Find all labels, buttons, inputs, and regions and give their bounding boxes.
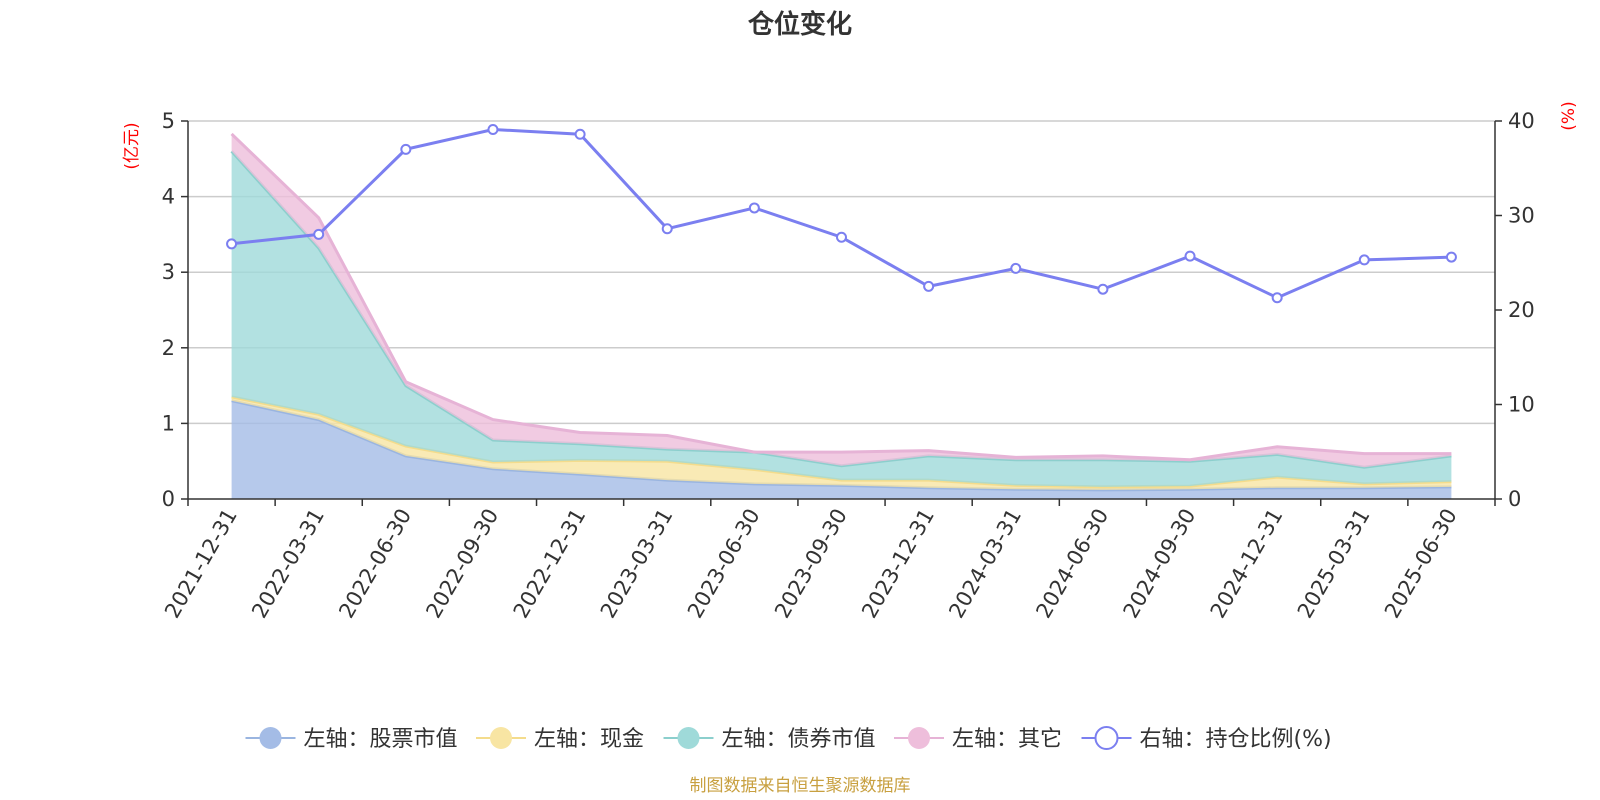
ratio-point — [487, 124, 499, 136]
legend-label: 左轴：其它 — [952, 727, 1062, 752]
ratio-point — [1358, 254, 1370, 266]
ratio-point — [1445, 251, 1457, 263]
source-note: 制图数据来自恒生聚源数据库 — [690, 776, 911, 796]
legend-item[interactable]: 左轴：股票市值 — [245, 727, 458, 752]
legend-marker — [677, 727, 700, 749]
area-series — [231, 400, 1452, 499]
legend-marker — [1094, 726, 1119, 750]
legend-marker — [908, 727, 930, 749]
left-tick-label: 5 — [162, 109, 175, 133]
x-tick-label: 2022-03-31 — [247, 505, 329, 623]
ratio-point — [1097, 283, 1109, 295]
ratio-point — [1271, 292, 1283, 304]
left-tick-label: 1 — [162, 411, 175, 435]
ratio-line-series — [226, 124, 1457, 304]
x-tick-label: 2023-09-30 — [770, 505, 852, 623]
area-series — [231, 396, 1452, 490]
x-tick-label: 2025-06-30 — [1380, 505, 1462, 623]
right-tick-label: 20 — [1508, 298, 1535, 322]
x-axis-ticks: 2021-12-31 2022-03-31 2022-06-30 2022-09-30… — [160, 499, 1496, 623]
stacked-areas — [230, 132, 1452, 499]
x-tick-label: 2024-12-31 — [1206, 505, 1288, 623]
x-tick-label: 2023-06-30 — [683, 505, 765, 623]
ratio-point — [923, 280, 935, 292]
ratio-point — [1184, 250, 1196, 262]
ratio-point — [313, 228, 325, 240]
ratio-point — [226, 238, 238, 250]
legend-item[interactable]: 左轴：债券市值 — [663, 727, 876, 752]
legend-label: 右轴：持仓比例(%) — [1140, 727, 1332, 752]
left-tick-label: 3 — [162, 260, 175, 284]
legend-marker — [490, 727, 512, 749]
x-tick-label: 2022-09-30 — [421, 505, 503, 623]
x-tick-label: 2023-03-31 — [596, 505, 678, 623]
legend-marker — [259, 727, 282, 749]
left-tick-label: 0 — [162, 487, 175, 511]
x-tick-label: 2021-12-31 — [160, 505, 242, 623]
ratio-point — [1010, 262, 1022, 274]
ratio-point — [574, 128, 586, 140]
x-tick-label: 2023-12-31 — [857, 504, 939, 622]
area-series-edge — [230, 132, 1452, 462]
left-axis-unit: (亿元) — [122, 122, 142, 169]
ratio-point — [836, 231, 847, 243]
x-tick-label: 2024-06-30 — [1031, 505, 1113, 623]
ratio-point — [661, 223, 673, 235]
x-tick-label: 2024-03-31 — [944, 504, 1026, 622]
x-tick-label: 2022-12-31 — [509, 505, 591, 623]
legend-label: 左轴：股票市值 — [304, 727, 458, 752]
ratio-point — [400, 143, 412, 155]
ratio-point — [748, 202, 760, 214]
legend-item[interactable]: 左轴：其它 — [894, 727, 1062, 752]
right-tick-label: 0 — [1508, 487, 1521, 511]
legend-item[interactable]: 左轴：现金 — [476, 727, 644, 752]
legend-label: 左轴：债券市值 — [722, 727, 876, 752]
x-tick-label: 2025-03-31 — [1293, 505, 1375, 623]
right-axis-ticks: 0 10 20 30 40 — [1495, 109, 1535, 511]
legend-label: 左轴：现金 — [534, 727, 644, 752]
right-tick-label: 30 — [1508, 204, 1535, 228]
left-tick-label: 4 — [162, 185, 175, 209]
area-series — [231, 151, 1452, 487]
right-tick-label: 40 — [1508, 109, 1535, 133]
left-tick-label: 2 — [162, 336, 175, 360]
legend: 左轴：股票市值 左轴：现金 左轴：债券市值 左轴：其它 右轴：持仓比例(%) — [245, 726, 1332, 752]
left-axis-ticks: 0 1 2 3 4 5 — [162, 109, 188, 511]
right-axis-unit: (%) — [1559, 101, 1579, 130]
x-tick-label: 2022-06-30 — [334, 505, 416, 623]
grid-lines — [188, 120, 1495, 425]
legend-item[interactable]: 右轴：持仓比例(%) — [1081, 726, 1332, 752]
right-tick-label: 10 — [1508, 393, 1535, 417]
x-tick-label: 2024-09-30 — [1119, 505, 1201, 623]
chart-title: 仓位变化 — [747, 9, 852, 40]
